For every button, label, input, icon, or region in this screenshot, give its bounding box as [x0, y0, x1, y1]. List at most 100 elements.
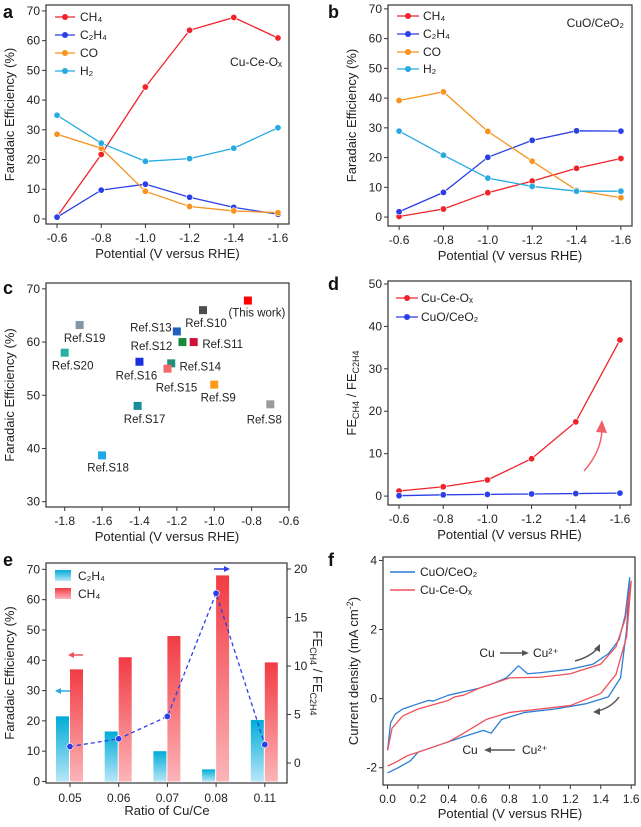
- x-tick-label: -1.0: [477, 512, 498, 526]
- scan-forward-arrow-head: [594, 644, 600, 652]
- series-line-a-0: [56, 16, 279, 217]
- bar-ch4: [167, 636, 181, 782]
- x-tick-label: 1.6: [623, 792, 640, 806]
- scan-reverse-arrow: [597, 696, 620, 712]
- y-tick-label: 30: [369, 362, 383, 376]
- x-tick-label: -1.0: [477, 233, 498, 247]
- series-line-d-1: [399, 492, 620, 497]
- label-part: FE: [310, 630, 325, 647]
- point-label: (This work): [228, 308, 285, 320]
- y-tick-label: 10: [369, 180, 383, 194]
- label-part: ): [346, 597, 361, 601]
- y-tick-label: 60: [27, 593, 41, 607]
- x-tick-label: -0.6: [279, 514, 300, 528]
- x-tick-label: -1.8: [54, 514, 75, 528]
- bar-ch4: [216, 575, 230, 782]
- data-point: [439, 151, 447, 159]
- data-point: [97, 150, 105, 158]
- left-axis-arrow-c2h4-head: [55, 688, 61, 694]
- y-tick-label: 50: [27, 388, 41, 402]
- legend-label: C₂H₄: [423, 27, 450, 41]
- label-part: FE: [344, 419, 359, 436]
- y-tick-label: 30: [369, 121, 383, 135]
- y-tick-label: 50: [369, 277, 383, 291]
- bar-c2h4: [153, 751, 167, 782]
- data-point: [186, 193, 194, 201]
- x-tick-label: -1.2: [167, 514, 188, 528]
- data-point: [274, 124, 282, 132]
- scatter-point: [199, 306, 208, 315]
- legend-label: Cu-Ce-Oₓ: [420, 583, 472, 597]
- y-tick-label: 40: [369, 91, 383, 105]
- data-point: [616, 489, 624, 497]
- panel-letter-a: a: [3, 2, 14, 22]
- data-point: [274, 209, 282, 217]
- data-point: [528, 490, 536, 498]
- scatter-point: [135, 357, 144, 366]
- scan-forward-arrow: [574, 647, 599, 662]
- y-tick-label: 50: [369, 61, 383, 75]
- oxidation-to-label: Cu²⁺: [533, 646, 559, 660]
- panel-letter-c: c: [3, 278, 13, 298]
- y-tick-label: 60: [27, 335, 41, 349]
- bar-c2h4: [104, 731, 118, 782]
- series-line-b-1: [398, 130, 621, 213]
- data-point: [617, 194, 625, 202]
- bar-ch4: [70, 669, 83, 782]
- y-tick-label: 20: [369, 404, 383, 418]
- x-axis-label: Potential (V versus RHE): [438, 248, 583, 263]
- x-tick-label: -0.8: [241, 514, 262, 528]
- y-tick-label: 0: [33, 212, 40, 226]
- data-point: [572, 490, 580, 498]
- cv-curve-0: [386, 577, 631, 774]
- ratio-point: [163, 712, 171, 720]
- x-tick-label: -1.0: [135, 231, 156, 245]
- data-point: [53, 213, 61, 221]
- x-tick-label: 0.6: [471, 792, 488, 806]
- y-tick-label: 50: [27, 63, 41, 77]
- panel-letter-d: d: [328, 274, 339, 294]
- y-axis-label: Faradaic Efficiency (%): [2, 606, 17, 739]
- y-tick-label: 0: [375, 489, 382, 503]
- ratio-point: [212, 589, 220, 597]
- y-tick-label: 0: [375, 210, 382, 224]
- data-point: [573, 187, 581, 195]
- legend-marker: [404, 295, 410, 301]
- data-point: [186, 26, 194, 34]
- label-part: Current density (mA cm: [346, 609, 361, 745]
- data-point: [573, 127, 581, 135]
- x-tick-label: -0.6: [389, 233, 410, 247]
- y2-axis-label: FECH4 / FEC2H4: [308, 630, 325, 715]
- legend-label: CO: [423, 45, 441, 59]
- x-tick-label: -1.0: [204, 514, 225, 528]
- bar-c2h4: [202, 769, 216, 782]
- y-tick-label: 40: [27, 441, 41, 455]
- label-part: -2: [345, 601, 355, 609]
- data-point: [439, 188, 447, 196]
- y-tick-label: 10: [369, 447, 383, 461]
- oxidation-arrow-head: [522, 650, 529, 656]
- legend-label: CuO/CeO₂: [420, 565, 478, 579]
- data-point: [186, 155, 194, 163]
- x-tick-label: 0.11: [254, 791, 277, 805]
- scatter-point: [178, 338, 187, 347]
- data-point: [230, 13, 238, 21]
- legend-label: CH₄: [423, 9, 445, 23]
- ratio-line: [69, 591, 266, 748]
- data-point: [141, 83, 149, 91]
- legend-marker: [62, 14, 68, 20]
- point-label: Ref.S11: [202, 339, 243, 351]
- bar-ch4: [118, 657, 132, 782]
- x-tick-label: 0.2: [410, 792, 427, 806]
- x-axis-label: Potential (V versus RHE): [95, 246, 240, 261]
- point-label: Ref.S18: [87, 462, 129, 474]
- legend-label: C₂H₄: [78, 569, 105, 583]
- data-point: [528, 182, 536, 190]
- y-tick-label: 70: [27, 562, 41, 576]
- data-point: [484, 153, 492, 161]
- x-tick-label: -0.8: [91, 231, 112, 245]
- y-tick-label: 30: [27, 123, 41, 137]
- point-label: Ref.S9: [201, 393, 236, 405]
- x-tick-label: 0.08: [204, 791, 228, 805]
- x-tick-label: -1.2: [179, 231, 200, 245]
